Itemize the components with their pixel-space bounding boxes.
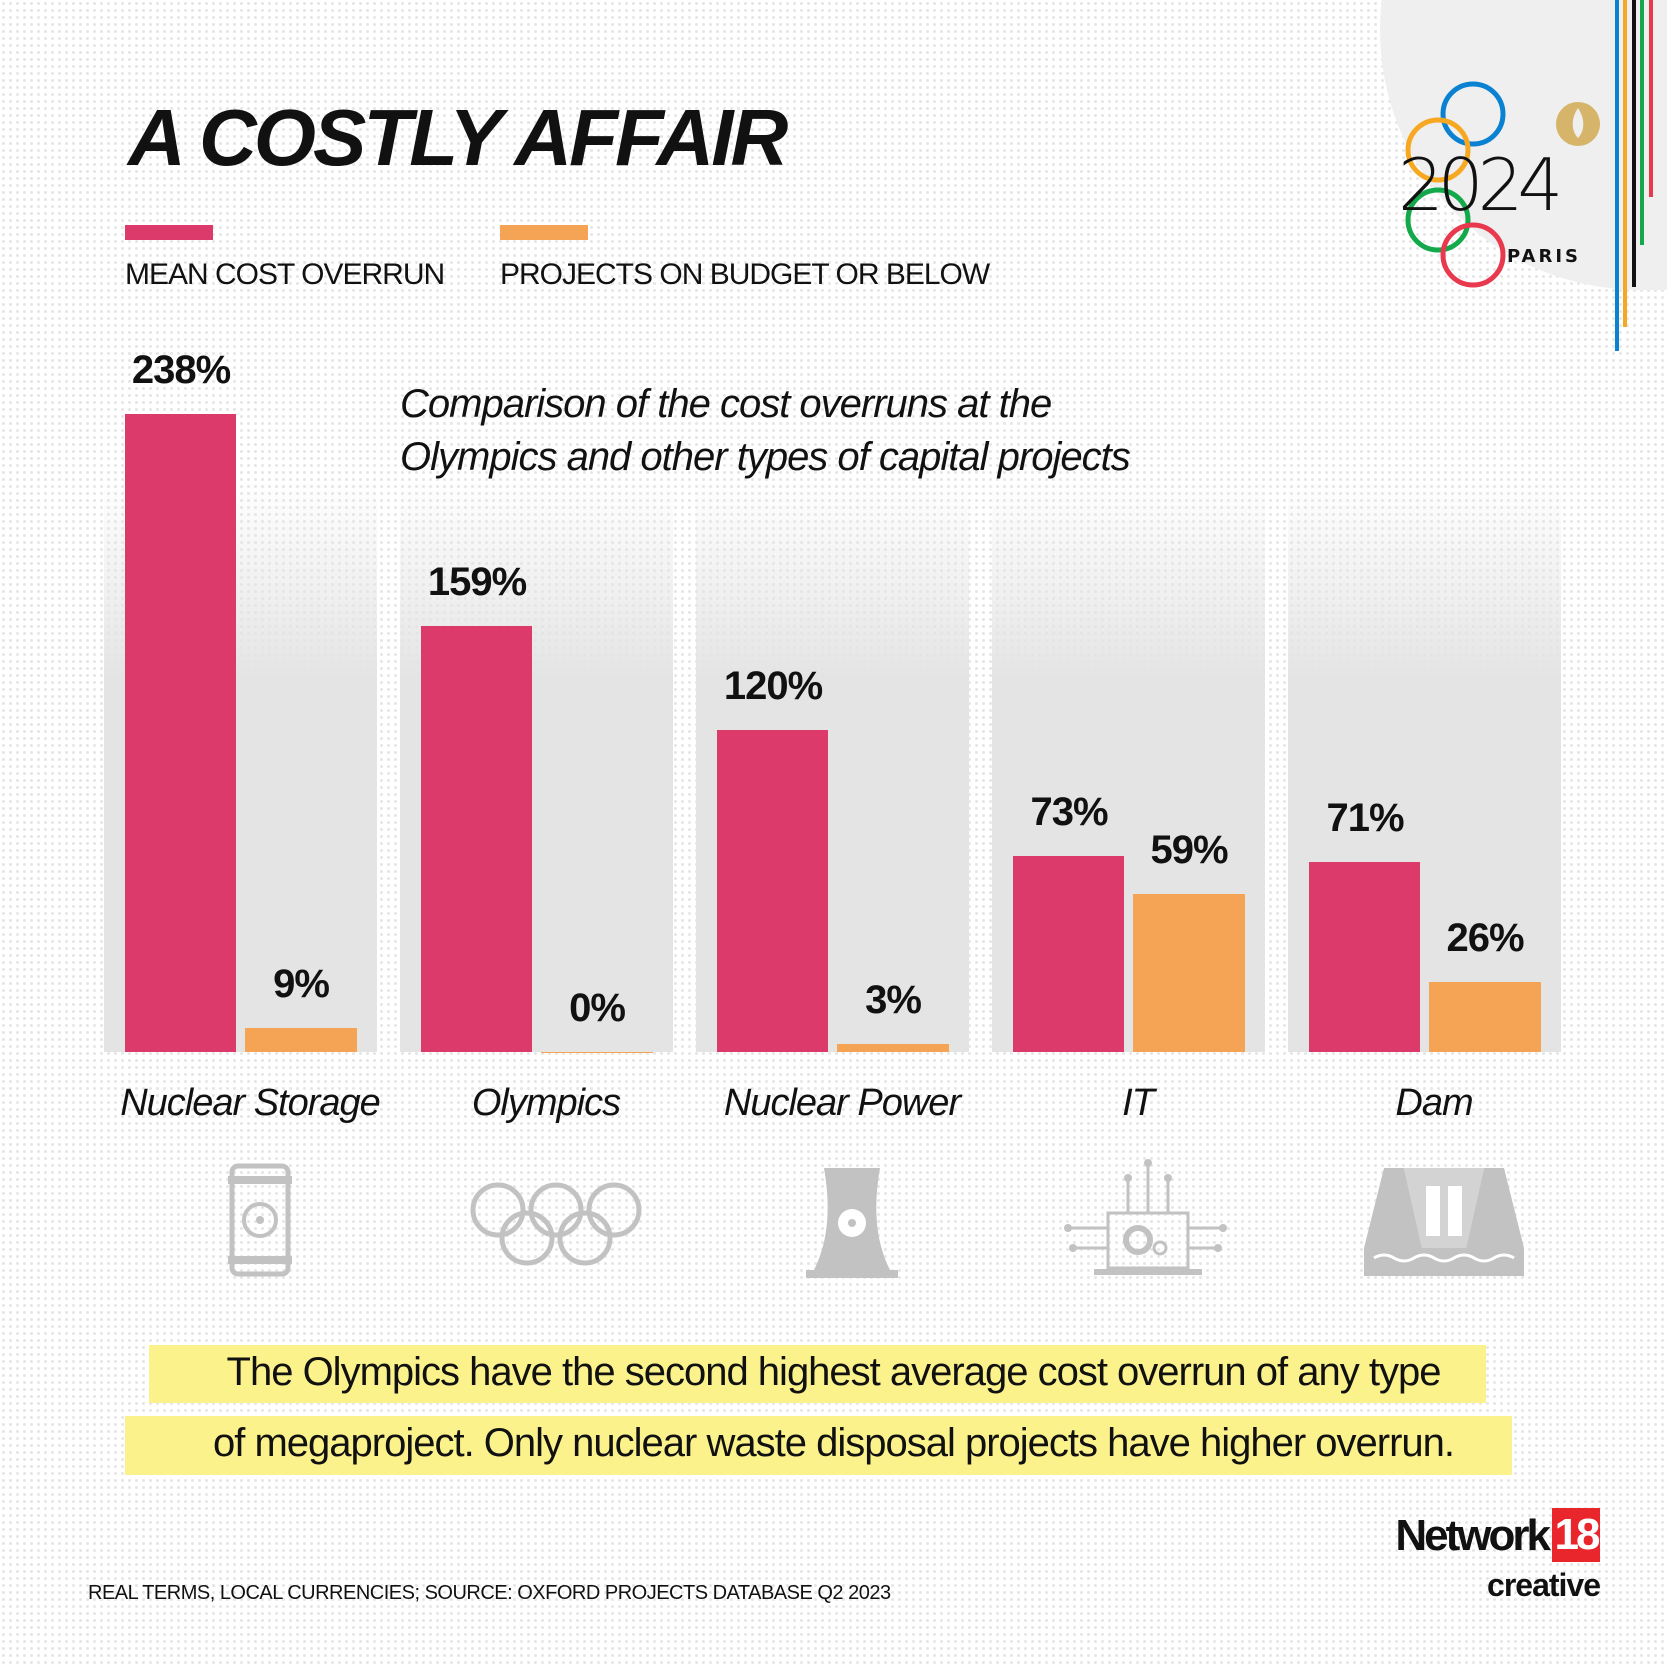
- overrun-value-label: 71%: [1326, 795, 1404, 840]
- category-label: Olympics: [471, 1082, 621, 1124]
- note-line-2: of megaproject. Only nuclear waste dispo…: [212, 1421, 1455, 1465]
- stripe-black: [1632, 0, 1636, 287]
- overrun-bar: [717, 730, 828, 1052]
- budget-bar: [541, 1052, 653, 1053]
- legend-swatch-budget: [500, 225, 588, 240]
- nuclear-waste-barrel-icon: [228, 1163, 292, 1277]
- it-laptop-gear-icon: [1064, 1159, 1227, 1275]
- category-label: Nuclear Storage: [120, 1082, 381, 1124]
- dam-icon: [1364, 1168, 1524, 1276]
- network18-logo: 18 Network creative: [1340, 1508, 1601, 1608]
- brand-number: 18: [1552, 1508, 1600, 1562]
- stripe-green: [1640, 0, 1644, 245]
- legend-label-budget: PROJECTS ON BUDGET OR BELOW: [500, 258, 990, 291]
- budget-bar: [1429, 982, 1541, 1052]
- legend-swatch-overrun: [125, 225, 213, 240]
- overrun-value-label: 238%: [131, 348, 231, 393]
- budget-value-label: 0%: [569, 986, 626, 1030]
- budget-bar: [837, 1043, 949, 1052]
- overrun-value-label: 73%: [1030, 790, 1108, 835]
- overrun-value-label: 120%: [723, 664, 823, 709]
- category-label: Nuclear Power: [723, 1082, 961, 1124]
- note-highlight-1: [149, 1345, 1486, 1403]
- overrun-bar: [421, 625, 532, 1052]
- chart-subtitle: Comparison of the cost overruns at the O…: [400, 382, 1131, 479]
- overrun-bar: [1013, 856, 1124, 1052]
- stripe-red: [1649, 0, 1653, 197]
- logo-year: 2024: [1398, 143, 1558, 227]
- budget-value-label: 9%: [273, 961, 330, 1006]
- overrun-value-label: 159%: [427, 559, 527, 604]
- category-label: Dam: [1395, 1082, 1473, 1124]
- source-footnote: REAL TERMS, LOCAL CURRENCIES; SOURCE: OX…: [88, 1582, 891, 1604]
- cooling-tower-icon: [806, 1168, 898, 1278]
- logo-paris: PARIS: [1507, 246, 1581, 267]
- note-line-1: The Olympics have the second highest ave…: [226, 1350, 1442, 1394]
- olympic-rings-icon: [470, 1182, 642, 1266]
- stripe-orange: [1623, 0, 1627, 327]
- budget-bar: [245, 1027, 357, 1052]
- budget-bar: [1133, 893, 1245, 1052]
- page-title: A COSTLY AFFAIR: [128, 93, 788, 182]
- brand-tag: creative: [1487, 1567, 1601, 1603]
- overrun-bar: [125, 414, 236, 1052]
- brand-name: Network: [1395, 1511, 1551, 1560]
- overrun-bar: [1309, 861, 1420, 1052]
- olympic-stripes: [1615, 0, 1653, 351]
- paris-2024-logo: 2024 PARIS: [1398, 81, 1600, 288]
- category-label: IT: [1122, 1082, 1155, 1124]
- stripe-blue: [1615, 0, 1619, 351]
- note-highlight-2: [125, 1416, 1512, 1475]
- budget-value-label: 26%: [1446, 916, 1524, 961]
- budget-value-label: 59%: [1150, 827, 1228, 872]
- legend-label-overrun: MEAN COST OVERRUN: [125, 258, 445, 291]
- budget-value-label: 3%: [865, 977, 922, 1022]
